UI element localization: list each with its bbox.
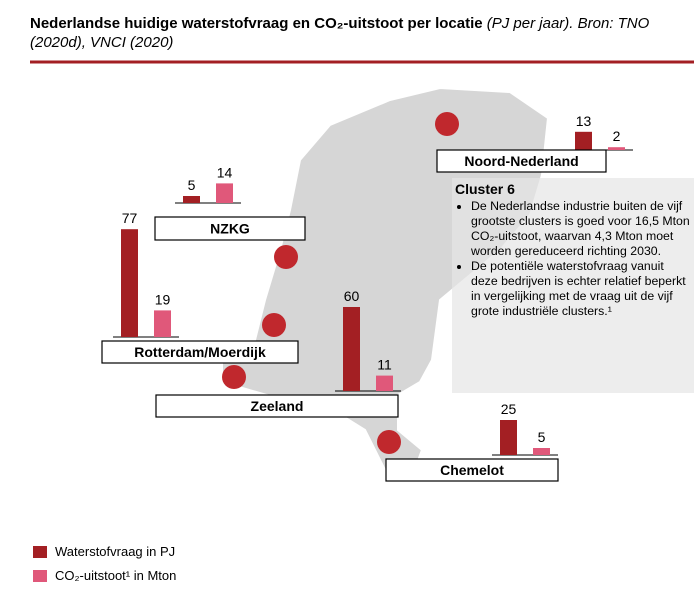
location-box xyxy=(385,458,559,482)
note-heading: Cluster 6 xyxy=(455,181,515,197)
cluster-panel xyxy=(452,178,694,393)
legend-label: CO₂-uitstoot¹ in Mton xyxy=(55,568,177,583)
value-label: 13 xyxy=(576,113,592,129)
location-label: NZKG xyxy=(210,221,250,237)
location-box xyxy=(155,394,399,418)
bar xyxy=(121,229,138,337)
bar xyxy=(608,147,625,150)
value-label: 25 xyxy=(501,401,517,417)
location-label: Noord-Nederland xyxy=(464,153,578,169)
legend-swatch xyxy=(33,545,47,558)
title-main: Nederlandse huidige waterstofvraag en CO… xyxy=(30,15,483,32)
value-label: 11 xyxy=(377,357,392,373)
legend-label: Waterstofvraag in PJ xyxy=(55,544,176,559)
bar xyxy=(183,196,200,203)
bar xyxy=(575,131,592,150)
location-label: Rotterdam/Moerdijk xyxy=(134,344,266,360)
legend-item: Waterstofvraag in PJ xyxy=(33,544,175,559)
legend-item: CO₂-uitstoot¹ in Mton xyxy=(33,568,176,583)
legend-swatch xyxy=(33,569,47,582)
value-label: 5 xyxy=(538,429,546,445)
bar xyxy=(376,375,393,391)
bar xyxy=(343,307,360,391)
title: Nederlandse huidige waterstofvraag en CO… xyxy=(30,14,680,52)
note-bullet: De potentiële waterstofvraag vanuit deze… xyxy=(471,259,693,319)
bar xyxy=(154,310,171,337)
value-label: 5 xyxy=(188,177,196,193)
bar xyxy=(216,183,233,203)
bar xyxy=(533,448,550,455)
note-bullet: De Nederlandse industrie buiten de vijf … xyxy=(471,199,693,259)
bar xyxy=(500,420,517,455)
location-box xyxy=(101,340,299,364)
factory-icons xyxy=(222,112,459,454)
value-label: 2 xyxy=(613,128,621,144)
location-label: Chemelot xyxy=(440,462,504,478)
location-label: Zeeland xyxy=(251,398,304,414)
subtitle: (PJ per jaar). Bron: TNO (2020d), VNCI (… xyxy=(30,15,650,51)
value-label: 14 xyxy=(217,164,233,180)
value-label: 60 xyxy=(344,288,360,304)
value-label: 19 xyxy=(155,291,171,307)
value-label: 77 xyxy=(122,210,138,226)
location-box xyxy=(154,216,306,241)
cluster-note: Cluster 6 De Nederlandse industrie buite… xyxy=(455,182,693,319)
location-box xyxy=(436,149,607,173)
